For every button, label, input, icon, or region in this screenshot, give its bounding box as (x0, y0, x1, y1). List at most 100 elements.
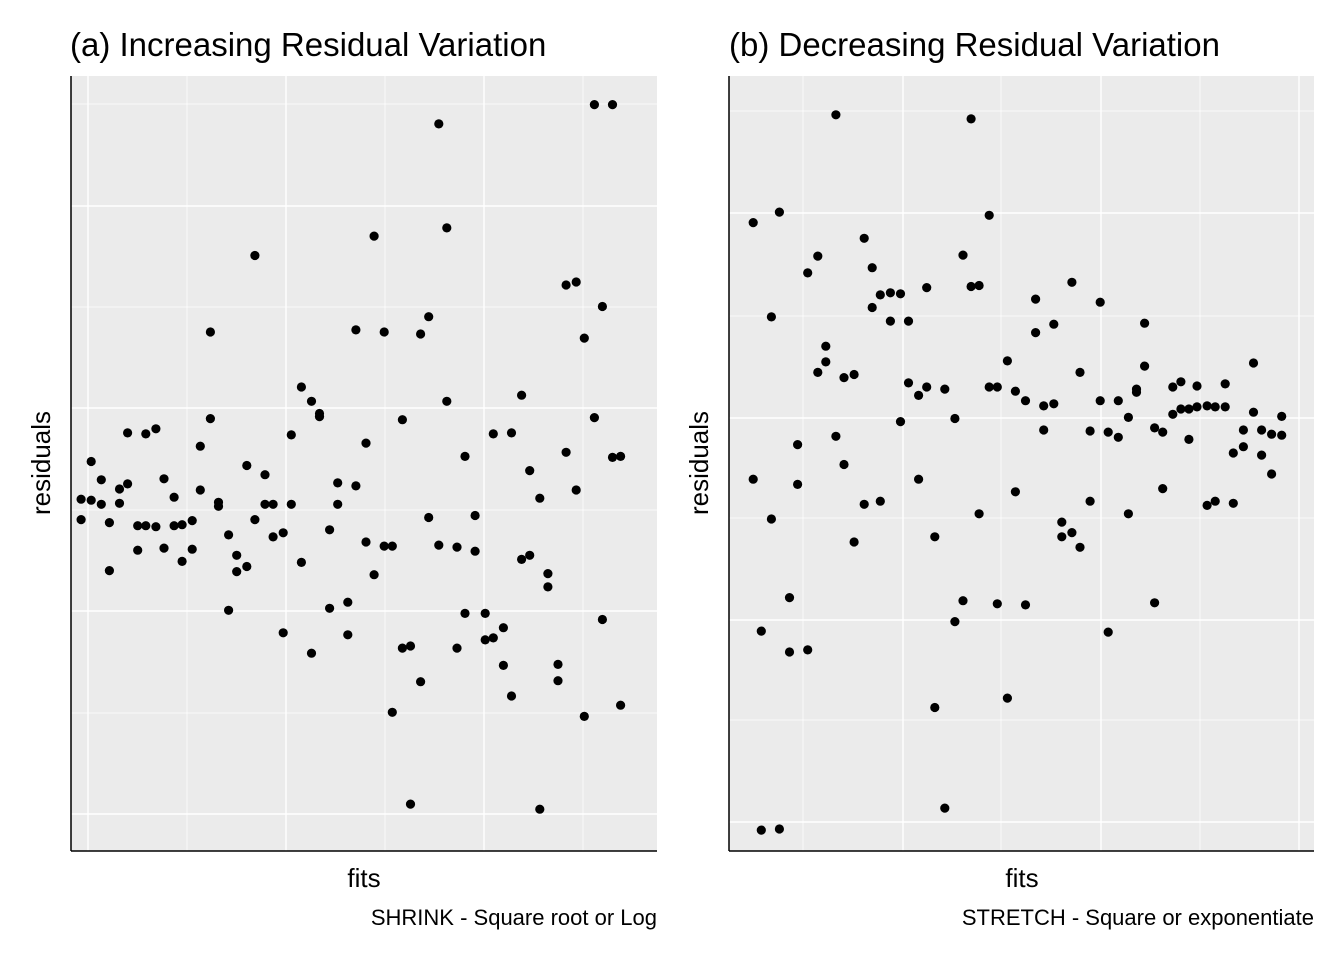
panel-a-data-point (187, 516, 197, 526)
panel-a-data-point (159, 474, 169, 484)
panel-b-data-point (1103, 427, 1113, 437)
panel-b-data-point (1020, 396, 1031, 406)
panel-a-data-point (306, 396, 317, 406)
panel-b-data-point (1095, 297, 1105, 307)
panel-a-data-point (104, 518, 114, 528)
panel-b-data-point (1095, 396, 1105, 406)
panel-a-data-point (114, 484, 125, 494)
panel-a-data-point (151, 424, 161, 434)
panel-b-data-point (1228, 448, 1238, 458)
panel-b-data-point (813, 367, 823, 377)
panel-b-data-point (1158, 427, 1168, 437)
panel-b-data-point (1202, 500, 1212, 510)
panel-b-data-point (748, 474, 758, 484)
panel-b-data-point (774, 207, 785, 217)
panel-a-data-point (470, 510, 480, 521)
panel-a-data-point (434, 119, 444, 129)
panel-b-data-point (984, 382, 994, 392)
panel-b-data-point (1103, 627, 1113, 637)
panel-a-points (76, 100, 626, 814)
panel-b-data-point (1150, 598, 1160, 608)
panel-b-data-point (849, 369, 859, 380)
panel-a-plot-background (71, 76, 657, 851)
panel-a-data-point (86, 456, 96, 467)
panel-a-x-axis-title: fits (347, 863, 380, 893)
panel-a-data-point (177, 520, 187, 530)
panel-b-data-point (867, 302, 877, 313)
panel-b-data-point (1257, 425, 1267, 435)
panel-b-data-point (803, 268, 813, 278)
panel-a-data-point (561, 280, 571, 290)
panel-b-data-point (1140, 318, 1150, 328)
panel-a-data-point (616, 451, 626, 461)
panel-b-data-point (1238, 425, 1248, 435)
panel-b-data-point (803, 645, 813, 655)
panel-a-data-point (114, 498, 125, 508)
panel-b-data-point (1150, 423, 1160, 433)
panel-b-data-point (1031, 294, 1041, 304)
panel-b-data-point (1192, 381, 1202, 391)
panel-b-decreasing-variation: (b) Decreasing Residual Variation fits r… (684, 26, 1314, 930)
panel-a-data-point (525, 466, 535, 476)
panel-b-data-point (914, 390, 924, 400)
panel-b-data-point (950, 413, 960, 424)
panel-b-data-point (1192, 402, 1202, 412)
panel-a-data-point (589, 413, 600, 423)
panel-a-data-point (579, 711, 589, 722)
panel-b-data-point (1210, 402, 1220, 412)
panel-a-data-point (242, 460, 252, 471)
panel-b-data-point (766, 514, 777, 524)
panel-a-data-point (268, 499, 278, 509)
panel-b-data-point (839, 459, 849, 470)
panel-b-data-point (1140, 361, 1150, 371)
panel-b-data-point (950, 617, 960, 627)
panel-a-data-point (343, 597, 353, 607)
panel-a-data-point (325, 525, 335, 535)
panel-a-data-point (405, 799, 416, 809)
panel-a-data-point (141, 429, 151, 439)
panel-a-data-point (424, 512, 434, 523)
panel-b-data-point (984, 210, 994, 220)
panel-a-caption: SHRINK - Square root or Log (371, 905, 657, 930)
panel-a-data-point (517, 554, 527, 565)
panel-a-data-point (535, 493, 545, 503)
panel-b-data-point (974, 509, 984, 519)
panel-a-data-point (187, 544, 197, 554)
panel-a-data-point (286, 430, 296, 440)
panel-a-data-point (296, 382, 306, 392)
panel-a-data-point (553, 659, 563, 670)
panel-b-data-point (1049, 399, 1059, 409)
panel-b-data-point (813, 251, 823, 261)
panel-b-data-point (821, 341, 831, 351)
panel-a-data-point (224, 605, 234, 615)
panel-b-data-point (1176, 404, 1186, 414)
panel-b-data-point (1067, 528, 1077, 538)
panel-b-data-point (1039, 401, 1049, 411)
panel-a-data-point (607, 100, 618, 110)
panel-b-data-point (1202, 401, 1212, 411)
panel-b-data-point (958, 596, 968, 606)
panel-b-data-point (930, 532, 940, 542)
panel-b-data-point (958, 250, 968, 260)
panel-a-data-point (387, 707, 397, 717)
panel-b-data-point (1131, 387, 1142, 397)
panel-a-data-point (434, 540, 444, 550)
panel-a-data-point (260, 499, 270, 509)
panel-b-data-point (859, 233, 869, 243)
panel-a-data-point (314, 412, 325, 422)
panel-b-plot-background (729, 76, 1314, 851)
panel-b-data-point (1123, 412, 1133, 422)
panel-a-data-point (506, 428, 517, 438)
panel-b-data-point (859, 499, 869, 509)
panel-b-y-axis-title: residuals (684, 411, 714, 515)
panel-b-data-point (903, 316, 914, 326)
panel-b-data-point (821, 357, 831, 367)
panel-a-data-point (232, 567, 242, 577)
panel-a-data-point (470, 546, 480, 556)
panel-b-data-point (831, 431, 841, 441)
panel-b-data-point (1158, 484, 1168, 494)
panel-b-data-point (940, 384, 950, 394)
panel-a-data-point (76, 494, 86, 504)
panel-b-data-point (1075, 367, 1085, 377)
panel-b-data-point (867, 263, 877, 273)
